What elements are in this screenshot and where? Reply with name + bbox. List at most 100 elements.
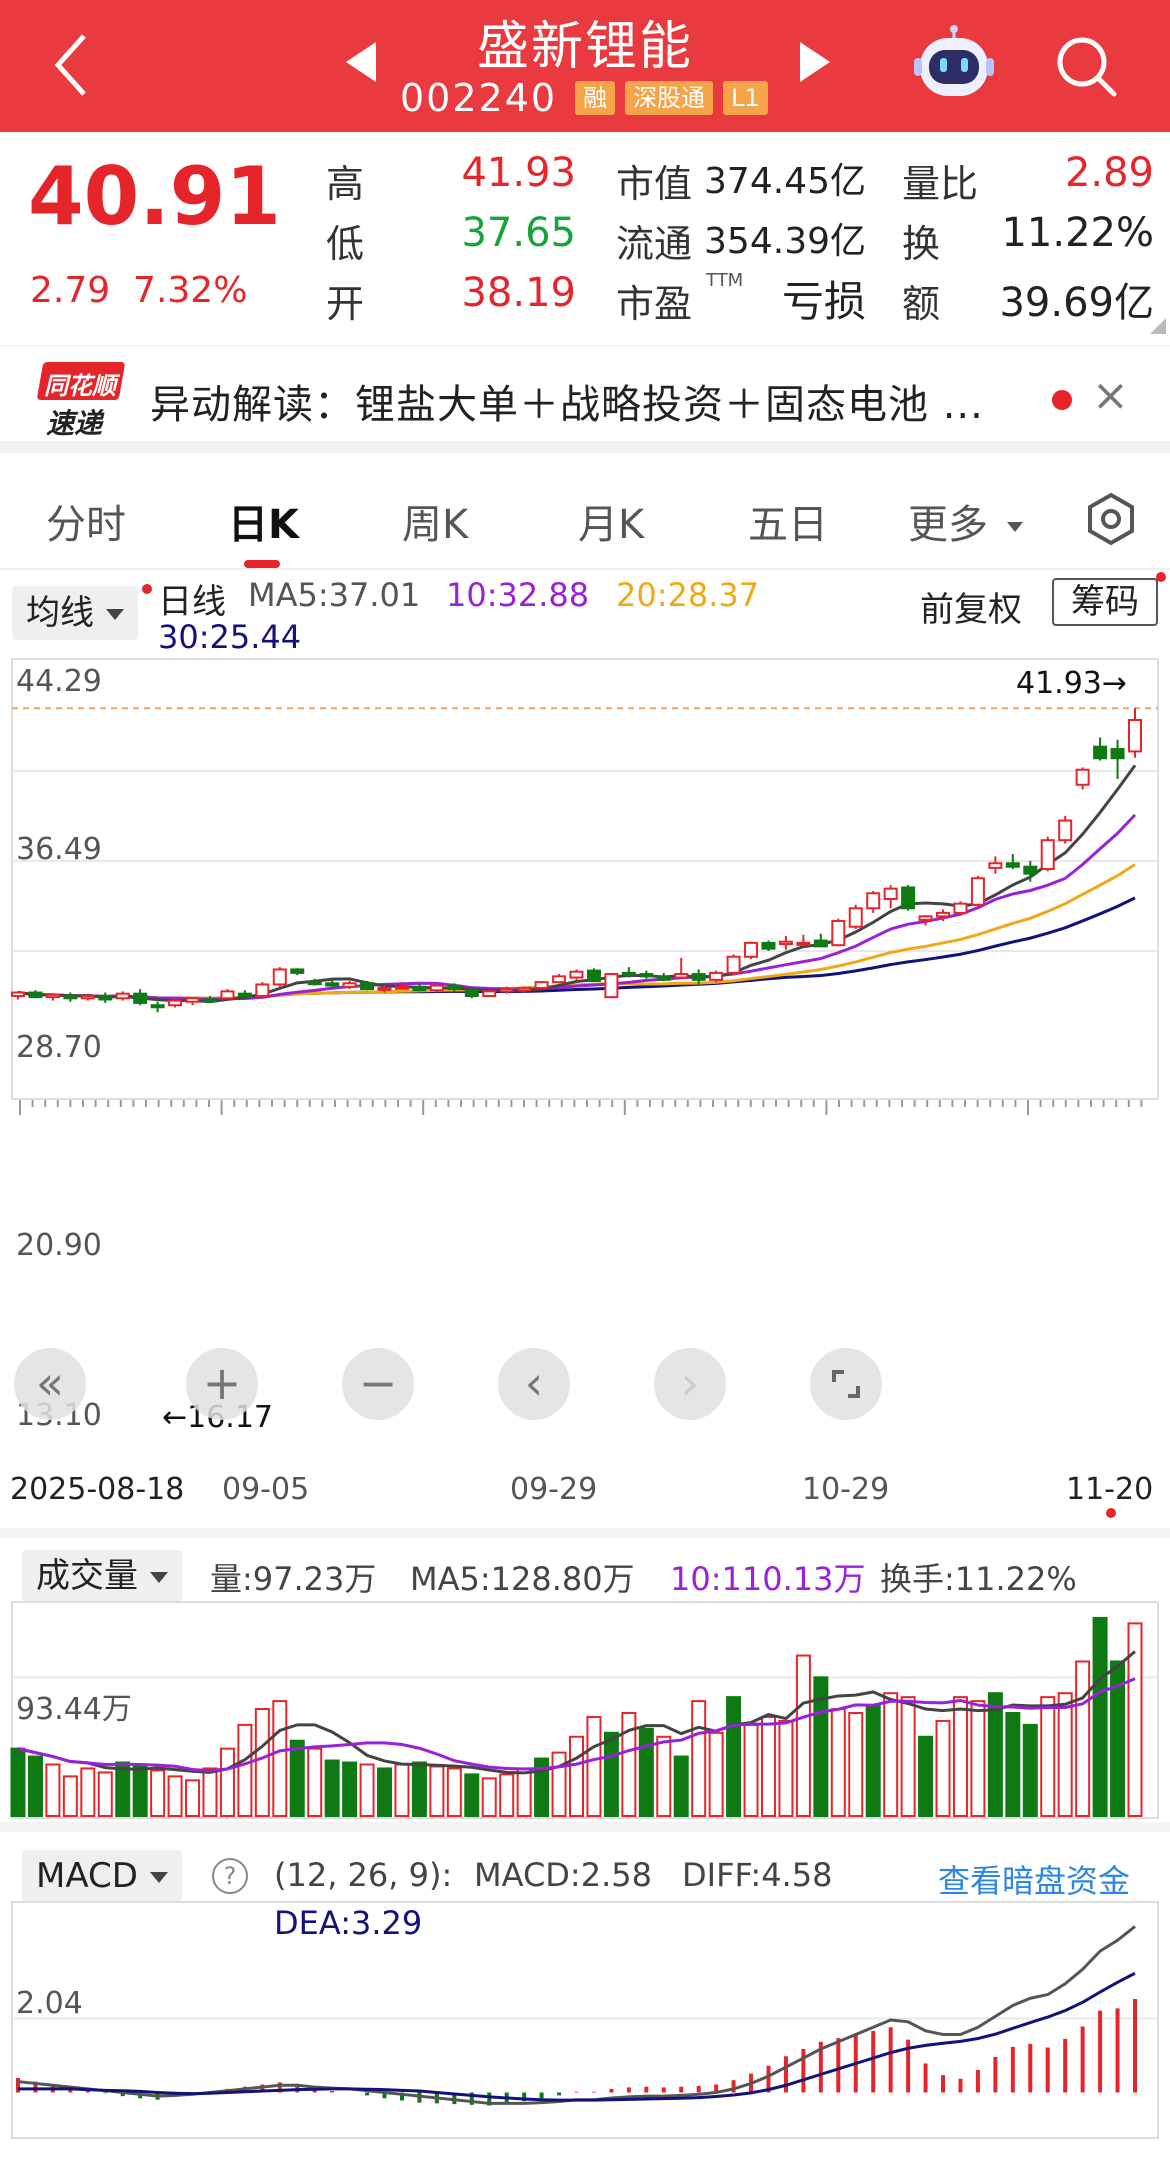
candle	[11, 991, 25, 997]
mktcap-label: 市值	[616, 162, 693, 206]
ma20-legend: 20:28.37	[616, 576, 760, 614]
candle	[709, 971, 724, 981]
scroll-left-button[interactable]: «	[14, 1348, 86, 1420]
tab-intraday[interactable]: 分时	[46, 502, 126, 548]
ma-indicator-dropdown[interactable]: 均线	[12, 586, 138, 640]
candlestick-chart[interactable]	[0, 655, 1170, 1115]
volume-bar	[621, 1711, 637, 1817]
diff-value: DIFF:4.58	[682, 1856, 833, 1894]
candle	[28, 991, 43, 999]
news-banner[interactable]: 同花顺 速递 异动解读：锂盐大单＋战略投资＋固态电池 ... ×	[0, 345, 1170, 453]
volume-chart[interactable]	[0, 1600, 1170, 1820]
candle	[429, 984, 444, 992]
volume-bar	[62, 1775, 78, 1817]
zoom-in-button[interactable]: +	[186, 1348, 258, 1420]
latest-date-dot	[1106, 1508, 1116, 1518]
volume-bar	[743, 1723, 759, 1817]
tab-weekly-k[interactable]: 周K	[402, 502, 469, 548]
section-divider	[0, 1528, 1170, 1538]
candle	[202, 998, 217, 1003]
volume-bar	[307, 1747, 323, 1817]
period-tabs: 分时 日K 周K 月K 五日 更多	[0, 470, 1170, 570]
candle	[656, 975, 671, 981]
candle	[394, 985, 409, 990]
search-icon[interactable]	[1054, 34, 1118, 98]
volume-indicator-dropdown[interactable]: 成交量	[22, 1550, 182, 1602]
macd-indicator-dropdown[interactable]: MACD	[22, 1850, 182, 1902]
candle	[255, 983, 270, 997]
expand-corner-icon[interactable]	[1150, 318, 1166, 334]
connect-tag: 深股通	[625, 81, 714, 115]
macd-chart[interactable]	[0, 1900, 1170, 2140]
candle	[831, 919, 846, 947]
change-value: 2.79	[30, 270, 111, 311]
robot-assistant-icon[interactable]	[912, 24, 996, 104]
ma-dropdown-label: 均线	[26, 593, 94, 633]
adjust-label[interactable]: 前复权	[920, 590, 1022, 630]
candle	[1023, 865, 1038, 875]
candle	[1093, 745, 1108, 760]
volume-bar	[534, 1757, 550, 1818]
settings-hexagon-icon[interactable]	[1084, 492, 1138, 546]
volume-bar	[342, 1761, 358, 1817]
volume-bar	[830, 1708, 846, 1817]
back-icon[interactable]	[50, 30, 90, 100]
candle	[534, 981, 549, 989]
candle	[185, 997, 200, 1003]
tab-more[interactable]: 更多	[908, 492, 1023, 550]
amount-value: 39.69亿	[999, 280, 1154, 326]
more-label: 更多	[908, 502, 988, 548]
volume-bar	[289, 1739, 305, 1818]
candle	[761, 941, 776, 950]
candle	[499, 988, 514, 993]
tab-daily-k[interactable]: 日K	[228, 502, 299, 548]
caret-down-icon	[106, 609, 124, 620]
close-banner-button[interactable]: ×	[1092, 370, 1129, 421]
volume-bar	[446, 1767, 462, 1817]
prev-candle-button[interactable]: ‹	[498, 1348, 570, 1420]
prev-stock-icon[interactable]	[346, 42, 376, 82]
volume-bar	[359, 1763, 375, 1817]
candle	[412, 985, 427, 992]
candle	[482, 990, 497, 997]
volume-bar	[27, 1755, 43, 1817]
volume-bar	[778, 1719, 794, 1817]
volume-turnover: 换手:11.22%	[880, 1560, 1077, 1598]
candle	[1110, 747, 1125, 760]
candle	[639, 973, 654, 978]
active-tab-indicator	[244, 560, 280, 568]
stock-name: 盛新锂能	[476, 17, 693, 77]
volume-bar	[1057, 1692, 1073, 1817]
next-stock-icon[interactable]	[800, 42, 830, 82]
candle	[220, 990, 235, 1000]
volume-value: 量:97.23万	[210, 1560, 377, 1598]
tab-monthly-k[interactable]: 月K	[578, 502, 645, 548]
candle	[290, 968, 305, 974]
dark-pool-link[interactable]: 查看暗盘资金	[938, 1862, 1131, 1900]
pe-label: 市盈	[616, 282, 693, 326]
help-icon[interactable]: ?	[212, 1858, 248, 1894]
chips-button[interactable]: 筹码	[1052, 578, 1158, 626]
macd-dropdown-label: MACD	[36, 1856, 138, 1896]
volratio-label: 量比	[902, 162, 979, 206]
volume-bar	[272, 1700, 288, 1817]
candle	[552, 975, 567, 984]
macd-frame	[11, 1901, 1159, 2139]
candle	[1075, 768, 1090, 786]
news-headline[interactable]: 异动解读：锂盐大单＋战略投资＋固态电池 ...	[150, 382, 984, 428]
date-label-2: 09-05	[222, 1472, 310, 1507]
dea-line	[18, 1971, 1136, 2102]
tonghuashun-logo: 同花顺 速递	[36, 362, 126, 440]
volume-bar	[603, 1731, 619, 1817]
fullscreen-button[interactable]	[810, 1348, 882, 1420]
tab-five-day[interactable]: 五日	[748, 502, 828, 548]
zoom-out-button[interactable]: −	[342, 1348, 414, 1420]
mktcap-value: 374.45亿	[704, 161, 866, 202]
next-candle-button[interactable]: ›	[654, 1348, 726, 1420]
candle	[115, 992, 130, 1000]
unread-dot	[1052, 390, 1072, 410]
ma5-line	[17, 764, 1137, 1004]
volume-bar	[219, 1747, 235, 1817]
y-tick-4: 20.90	[16, 1228, 102, 1263]
y-tick-3: 28.70	[16, 1030, 102, 1065]
